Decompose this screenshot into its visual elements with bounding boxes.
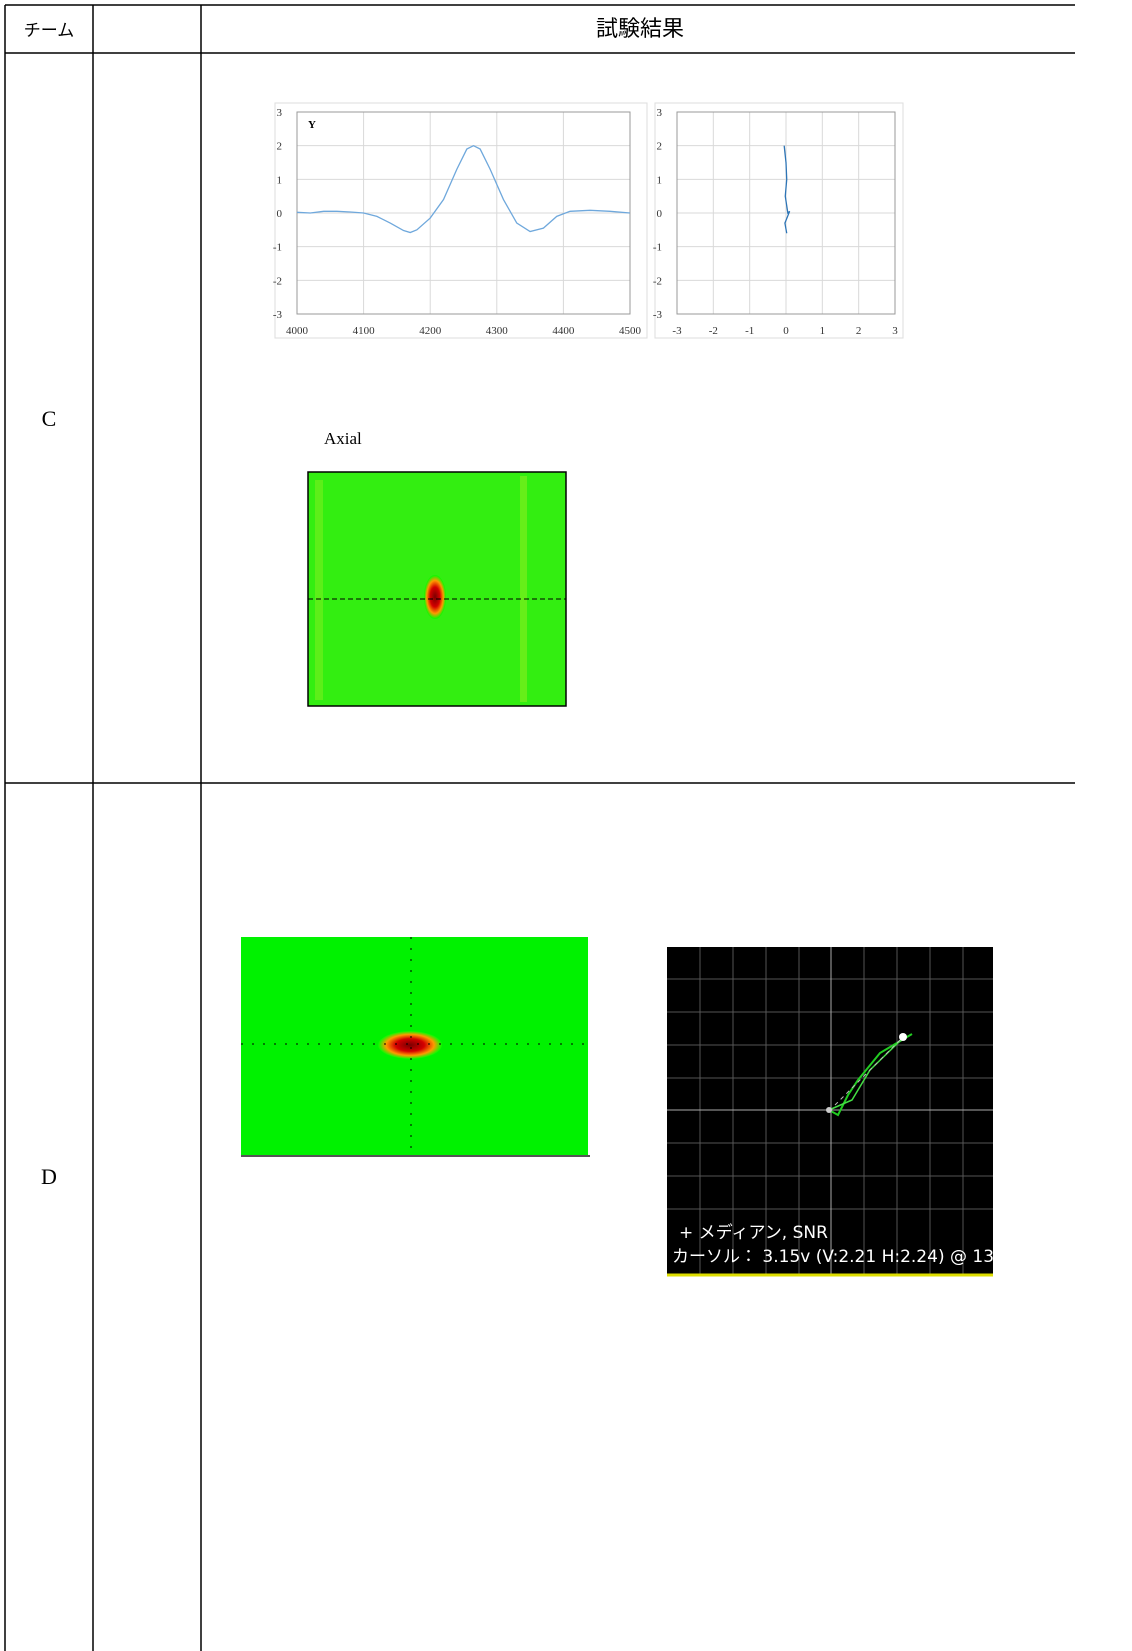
chart-frame xyxy=(654,102,904,339)
chart: -3 -2 -1 0 1 2 3 4000 4100 4200 4300 4400 4500 xyxy=(273,107,642,337)
scope-display: + メディアン, SNR カーソル： 3.15v (V:2.21 H:2.24)… xyxy=(667,947,1013,1277)
chart: -3 -2 -1 0 1 2 3 -3 -2 -1 0 1 2 3 xyxy=(653,107,898,337)
y-tick-label: -1 xyxy=(653,242,662,254)
data-line xyxy=(783,145,791,234)
y-tick-label: -3 xyxy=(273,309,283,321)
x-tick-label: 4200 xyxy=(419,325,442,337)
y-tick-label: -1 xyxy=(273,242,282,254)
x-tick-label: 4300 xyxy=(486,325,509,337)
plot-border xyxy=(676,111,896,315)
x-tick-label: 0 xyxy=(783,325,789,337)
y-tick-label: 1 xyxy=(277,174,283,186)
x-tick-label: 3 xyxy=(892,325,898,337)
y-tick-label: 0 xyxy=(277,208,283,220)
data-line xyxy=(296,144,631,234)
x-tick-label: -2 xyxy=(709,325,718,337)
x-tick-label: 1 xyxy=(820,325,826,337)
scope-text: + メディアン, SNR xyxy=(679,1222,828,1243)
chart-title: Y xyxy=(308,119,316,131)
x-tick-label: -1 xyxy=(745,325,754,337)
y-tick-label: -3 xyxy=(653,309,663,321)
y-tick-label: -2 xyxy=(653,275,662,287)
y-tick-label: 2 xyxy=(277,141,283,153)
y-tick-label: 2 xyxy=(657,141,663,153)
scope-text: カーソル： 3.15v (V:2.21 H:2.24) @ 135° xyxy=(672,1247,1013,1267)
x-tick-label: 4500 xyxy=(619,325,642,337)
team-label: D xyxy=(41,1164,57,1189)
y-tick-label: 3 xyxy=(277,107,283,119)
heatmap xyxy=(307,471,567,707)
chart-frame xyxy=(274,102,648,339)
x-tick-label: -3 xyxy=(672,325,682,337)
x-tick-label: 4400 xyxy=(552,325,575,337)
table-grid xyxy=(4,4,1075,1651)
y-tick-label: 3 xyxy=(657,107,663,119)
y-tick-label: 1 xyxy=(657,174,663,186)
y-tick-label: -2 xyxy=(273,275,282,287)
x-tick-label: 4100 xyxy=(353,325,376,337)
header-result: 試験結果 xyxy=(596,16,684,41)
image-label: Axial xyxy=(324,429,362,448)
x-tick-label: 2 xyxy=(856,325,862,337)
team-label: C xyxy=(42,406,57,431)
heatmap xyxy=(241,937,590,1157)
y-tick-label: 0 xyxy=(657,208,663,220)
x-tick-label: 4000 xyxy=(286,325,309,337)
header-team: チーム xyxy=(24,21,75,40)
